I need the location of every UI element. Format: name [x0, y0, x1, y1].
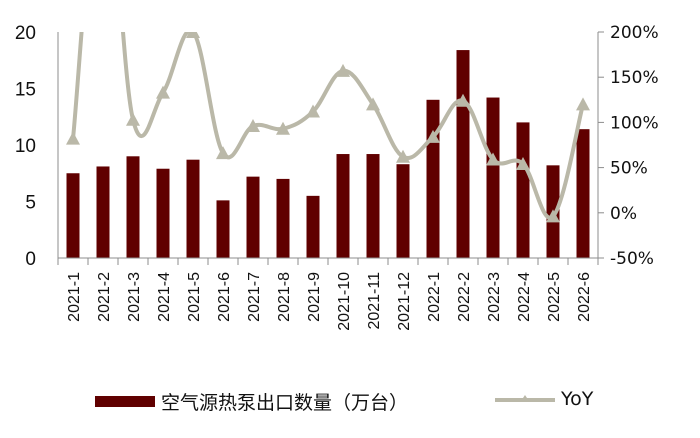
bar — [456, 50, 470, 258]
bar — [426, 99, 440, 258]
svg-text:2021-12: 2021-12 — [396, 272, 413, 331]
svg-text:200%: 200% — [610, 23, 659, 43]
svg-text:2022-3: 2022-3 — [486, 272, 503, 322]
bar — [246, 176, 260, 258]
triangle-marker-icon — [546, 209, 560, 223]
svg-text:2021-1: 2021-1 — [66, 272, 83, 322]
svg-text:100%: 100% — [610, 113, 659, 133]
x-axis-ticks: 2021-1 2021-2 2021-3 2021-4 2021-5 2021-6 2021… — [66, 272, 593, 331]
svg-text:10: 10 — [15, 136, 36, 157]
bar — [66, 173, 80, 258]
bar — [156, 168, 170, 258]
svg-text:2021-4: 2021-4 — [156, 272, 173, 322]
bar — [96, 166, 110, 258]
triangle-marker-icon — [66, 131, 80, 145]
bar — [336, 154, 350, 258]
bar — [186, 159, 200, 258]
svg-text:2021-3: 2021-3 — [126, 272, 143, 322]
triangle-marker-icon — [156, 85, 170, 99]
svg-text:2021-7: 2021-7 — [246, 272, 263, 322]
svg-text:2022-1: 2022-1 — [426, 272, 443, 322]
legend-item-bar: 空气源热泵出口数量（万台） — [95, 388, 408, 415]
triangle-marker-icon — [516, 156, 530, 170]
axes — [57, 31, 604, 265]
triangle-marker-icon — [426, 129, 440, 143]
svg-text:0: 0 — [25, 249, 36, 270]
svg-text:15: 15 — [15, 80, 36, 101]
triangle-marker-icon — [306, 104, 320, 118]
svg-text:2022-4: 2022-4 — [516, 272, 533, 322]
bar — [576, 129, 590, 258]
svg-text:0%: 0% — [610, 204, 637, 224]
bar — [126, 156, 140, 258]
svg-text:-50%: -50% — [610, 249, 654, 269]
svg-text:2021-11: 2021-11 — [366, 272, 383, 330]
triangle-marker-icon — [126, 112, 140, 126]
bar — [216, 200, 230, 258]
line-swatch-icon — [493, 392, 557, 406]
bar — [276, 178, 290, 258]
bar — [396, 164, 410, 258]
triangle-marker-icon — [366, 97, 380, 111]
triangle-marker-icon — [486, 152, 500, 166]
triangle-marker-icon — [396, 149, 410, 163]
triangle-marker-icon — [186, 32, 200, 38]
legend-label-line: YoY — [561, 388, 594, 410]
svg-text:5: 5 — [25, 193, 36, 214]
right-axis-ticks: -50% 0% 50% 100% 150% 200% — [610, 23, 659, 269]
triangle-marker-icon — [276, 121, 290, 135]
svg-text:2022-2: 2022-2 — [456, 272, 473, 322]
svg-text:2022-6: 2022-6 — [576, 272, 593, 322]
svg-text:2021-9: 2021-9 — [306, 272, 323, 322]
bar-swatch-icon — [95, 396, 155, 407]
svg-text:2021-5: 2021-5 — [186, 272, 203, 322]
bar — [516, 122, 530, 259]
svg-text:2021-2: 2021-2 — [96, 272, 113, 322]
triangle-marker-icon — [216, 146, 230, 160]
left-axis-ticks: 0 5 10 15 20 — [15, 23, 36, 270]
svg-text:50%: 50% — [610, 159, 648, 179]
yoy-markers — [66, 32, 590, 223]
svg-text:2021-8: 2021-8 — [276, 272, 293, 322]
bar — [366, 154, 380, 258]
legend-item-line: YoY — [493, 388, 594, 410]
triangle-marker-icon — [576, 97, 590, 111]
bar — [486, 97, 500, 258]
triangle-marker-icon — [336, 63, 350, 77]
legend-label-bar: 空气源热泵出口数量（万台） — [161, 392, 409, 414]
yoy-line-series — [71, 32, 585, 220]
svg-text:20: 20 — [15, 23, 36, 44]
svg-text:150%: 150% — [610, 68, 659, 88]
svg-text:2022-5: 2022-5 — [546, 272, 563, 322]
svg-text:2021-10: 2021-10 — [336, 272, 353, 331]
bar — [306, 195, 320, 258]
bar-series — [66, 50, 590, 259]
triangle-marker-icon — [246, 119, 260, 133]
triangle-marker-icon — [456, 93, 470, 107]
legend: 空气源热泵出口数量（万台） YoY — [0, 382, 700, 422]
svg-text:2021-6: 2021-6 — [216, 272, 233, 322]
